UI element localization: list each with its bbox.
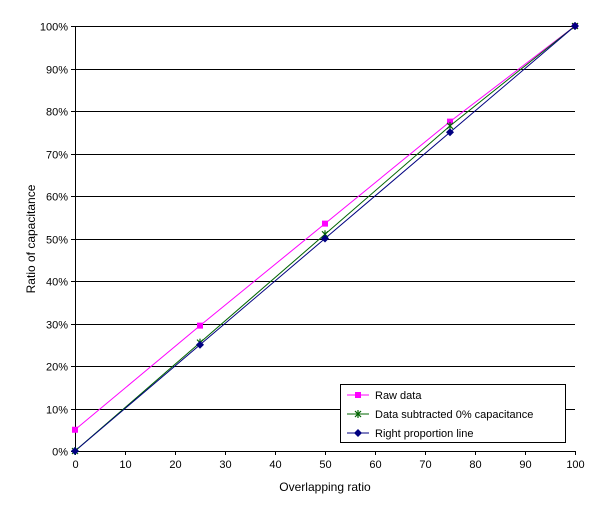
legend-label: Raw data [375,390,422,402]
x-tick-label: 10 [119,459,131,471]
series-1-point [72,426,78,433]
y-tick-label: 0% [52,447,68,459]
series-3-point [571,22,579,30]
series-1-point [447,118,453,125]
legend: Raw data Data subtracted 0% capacitance Ri… [340,384,566,443]
legend-swatch-marker [354,429,362,437]
series-3-point [446,128,454,137]
x-tick-label: 100 [566,459,584,471]
series-3-point [71,447,79,455]
series-1-point [322,220,328,227]
y-tick-label: 100% [40,22,68,34]
x-tick-label: 0 [72,459,78,471]
legend-swatch-marker [354,410,362,418]
legend-item: Data subtracted 0% capacitance [347,409,533,421]
x-tick-label: 20 [169,459,181,471]
legend-item: Right proportion line [347,428,473,440]
y-tick-label: 80% [46,107,68,119]
y-tick-label: 70% [46,150,68,162]
legend-item: Raw data [347,390,422,402]
x-tick-label: 40 [269,459,281,471]
y-tick-label: 10% [46,405,68,417]
legend-label: Data subtracted 0% capacitance [375,409,533,421]
y-tick-label: 30% [46,320,68,332]
x-tick-label: 60 [369,459,381,471]
x-tick-label: 70 [419,459,431,471]
legend-label: Right proportion line [375,428,473,440]
y-tick-label: 60% [46,192,68,204]
x-tick-label: 30 [219,459,231,471]
y-tick-label: 90% [46,65,68,77]
y-tick-label: 40% [46,277,68,289]
series-3-point [196,340,204,349]
x-tick-label: 80 [469,459,481,471]
axis-layer [71,26,576,455]
y-tick-label: 20% [46,362,68,374]
series-layer [71,22,579,455]
x-axis-title: Overlapping ratio [279,480,371,494]
x-tick-label: 50 [319,459,331,471]
legend-box [340,384,566,443]
series-1-point [197,322,203,329]
series-3-point [321,234,329,243]
y-axis-title: Ratio of capacitance [24,184,38,293]
tick-label-layer: 0% 10% 20% 30% 40% 50% 60% 70% 80% 90% 100% 0 10 20 30… [40,22,585,472]
legend-swatch-marker [355,392,361,398]
x-tick-label: 90 [519,459,531,471]
y-tick-label: 50% [46,235,68,247]
